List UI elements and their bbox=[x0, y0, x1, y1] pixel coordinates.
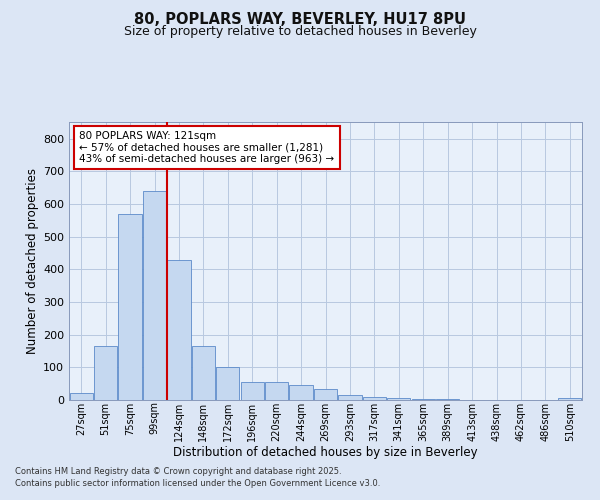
Y-axis label: Number of detached properties: Number of detached properties bbox=[26, 168, 39, 354]
X-axis label: Distribution of detached houses by size in Beverley: Distribution of detached houses by size … bbox=[173, 446, 478, 460]
Bar bbox=[94, 346, 117, 400]
Bar bbox=[143, 191, 166, 400]
Bar bbox=[118, 214, 142, 400]
Text: 80, POPLARS WAY, BEVERLEY, HU17 8PU: 80, POPLARS WAY, BEVERLEY, HU17 8PU bbox=[134, 12, 466, 28]
Bar bbox=[70, 394, 93, 400]
Bar bbox=[265, 382, 288, 400]
Bar bbox=[558, 398, 581, 400]
Bar bbox=[241, 382, 264, 400]
Bar bbox=[387, 398, 410, 400]
Text: Contains public sector information licensed under the Open Government Licence v3: Contains public sector information licen… bbox=[15, 478, 380, 488]
Text: Contains HM Land Registry data © Crown copyright and database right 2025.: Contains HM Land Registry data © Crown c… bbox=[15, 468, 341, 476]
Bar bbox=[363, 396, 386, 400]
Bar bbox=[289, 386, 313, 400]
Bar bbox=[338, 395, 362, 400]
Bar bbox=[192, 346, 215, 400]
Text: Size of property relative to detached houses in Beverley: Size of property relative to detached ho… bbox=[124, 25, 476, 38]
Bar bbox=[314, 388, 337, 400]
Bar bbox=[412, 399, 435, 400]
Bar bbox=[216, 368, 239, 400]
Bar bbox=[167, 260, 191, 400]
Text: 80 POPLARS WAY: 121sqm
← 57% of detached houses are smaller (1,281)
43% of semi-: 80 POPLARS WAY: 121sqm ← 57% of detached… bbox=[79, 131, 334, 164]
